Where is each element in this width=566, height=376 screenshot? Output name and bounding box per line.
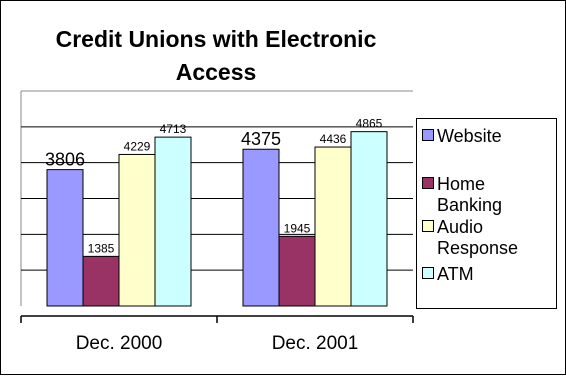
data-label: 1945: [284, 221, 311, 235]
data-labels: 3806 1385 4229 4713 4375 1945 4436 4865: [45, 117, 383, 256]
bar: [242, 148, 280, 307]
legend-swatch: [422, 220, 434, 232]
chart-title: Credit Unions with Electronic Access: [55, 26, 377, 85]
data-label: 1385: [88, 241, 115, 255]
legend-swatch: [422, 177, 434, 189]
data-label: 4436: [320, 132, 347, 146]
bars: [46, 131, 388, 307]
legend-label: Website: [437, 126, 502, 146]
legend-label: Home Banking: [437, 174, 503, 215]
bar: [350, 131, 388, 307]
bar: [118, 153, 156, 307]
data-label: 3806: [45, 150, 85, 170]
bar: [278, 235, 316, 307]
data-label: 4713: [160, 122, 187, 136]
legend-item-website: Website: [422, 126, 547, 147]
x-axis: Dec. 2000 Dec. 2001: [20, 315, 414, 354]
legend-swatch: [422, 267, 434, 279]
legend: Website Home Banking Audio Response ATM: [416, 118, 557, 309]
bar: [82, 255, 120, 307]
legend-item-atm: ATM: [422, 264, 547, 285]
legend-swatch: [422, 129, 434, 141]
x-tick-label: Dec. 2000: [76, 333, 163, 354]
data-label: 4229: [124, 139, 151, 153]
data-label: 4375: [241, 129, 281, 149]
legend-label: Audio Response: [437, 217, 519, 258]
x-tick-label: Dec. 2001: [272, 333, 359, 354]
bar: [46, 169, 84, 307]
legend-label: ATM: [437, 264, 474, 284]
bar: [154, 136, 192, 307]
legend-item-audio-response: Audio Response: [422, 217, 547, 259]
data-label: 4865: [356, 117, 383, 131]
bar: [314, 146, 352, 307]
legend-item-home-banking: Home Banking: [422, 174, 547, 216]
